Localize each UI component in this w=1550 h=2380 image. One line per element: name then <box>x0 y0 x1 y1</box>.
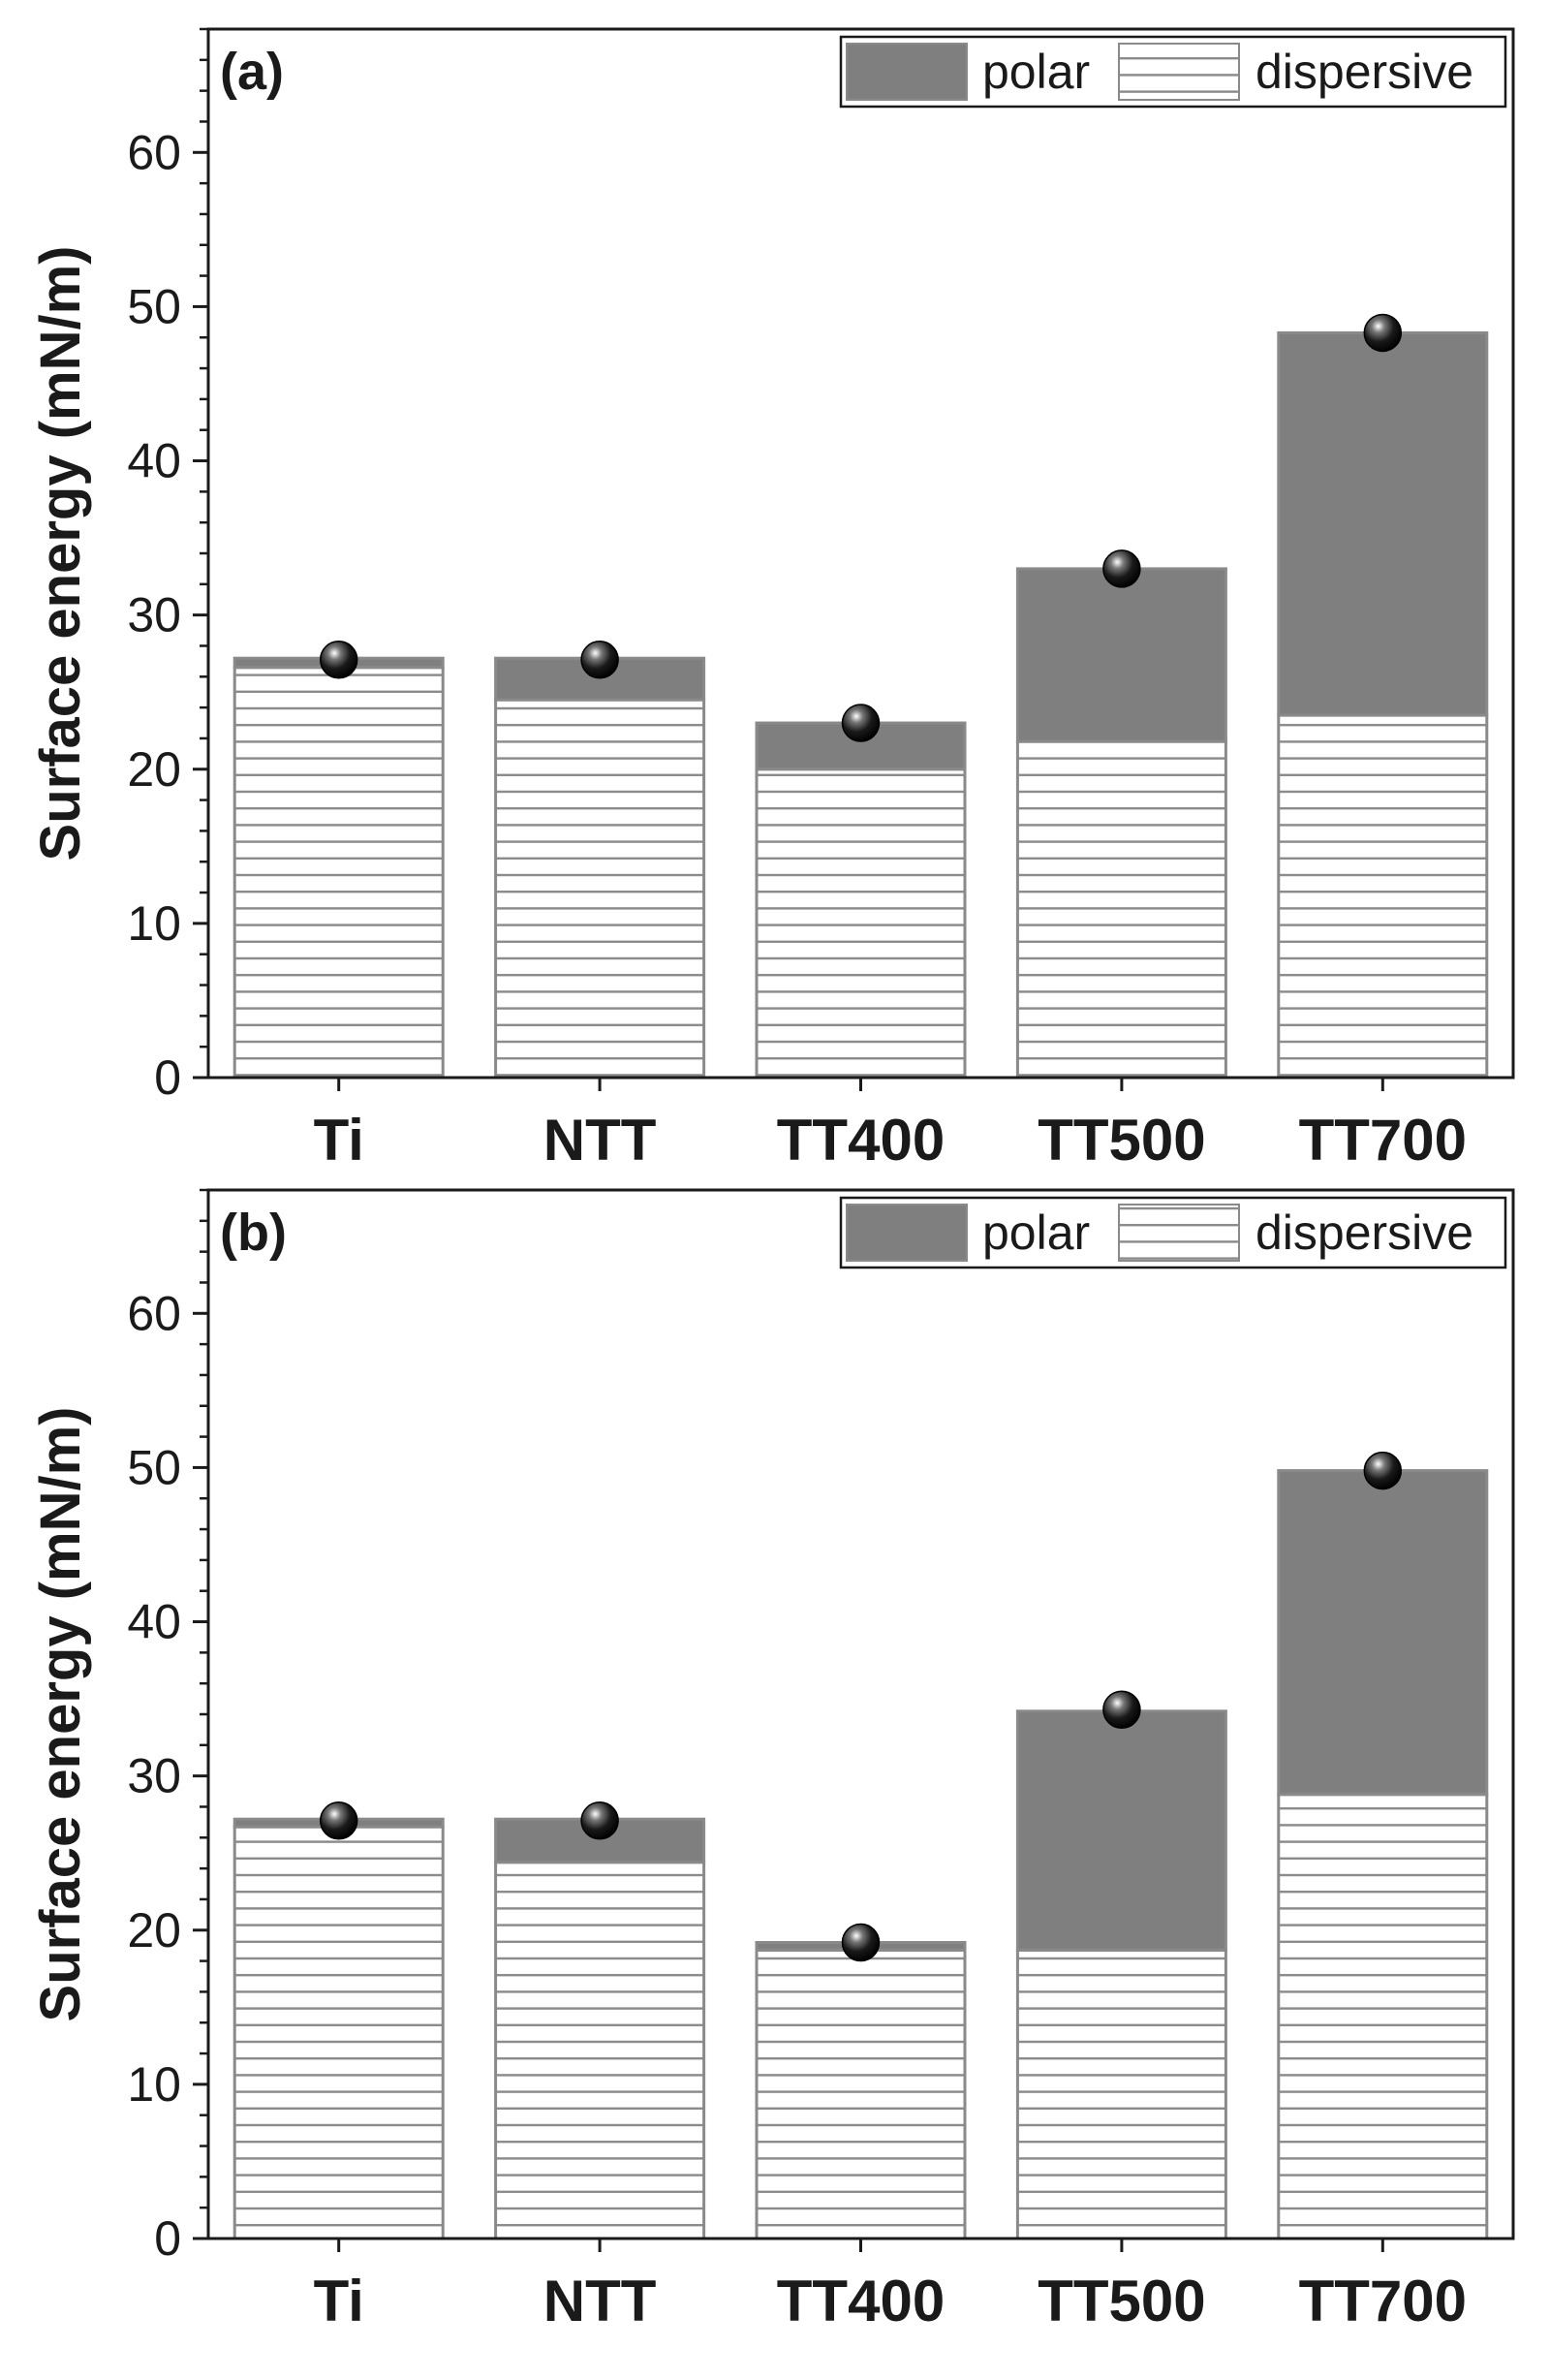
panel-label: (b) <box>220 1204 287 1262</box>
y-tick-label: 20 <box>127 742 181 797</box>
bar-polar <box>1277 330 1489 717</box>
y-tick-label: 60 <box>127 125 181 179</box>
bar-dispersive <box>232 666 445 1080</box>
total-marker <box>1363 313 1403 353</box>
x-tick-label: Ti <box>314 1108 364 1173</box>
x-tick-label: TT500 <box>1038 2269 1205 2333</box>
legend-swatch-dispersive <box>1118 43 1240 101</box>
bar-dispersive <box>494 698 706 1080</box>
total-marker <box>580 641 619 679</box>
x-tick-label: TT400 <box>777 2269 945 2333</box>
total-marker <box>580 1801 619 1840</box>
total-marker <box>841 1923 881 1962</box>
y-tick-label: 60 <box>127 1286 181 1340</box>
y-tick-label: 0 <box>154 2211 181 2266</box>
x-tick-label: Ti <box>314 2269 364 2333</box>
bar-dispersive <box>494 1861 706 2240</box>
y-tick-label: 40 <box>127 1595 181 1649</box>
legend-label-polar: polar <box>982 1206 1090 1260</box>
legend: polar dispersive <box>839 1196 1507 1269</box>
total-marker <box>1102 549 1141 588</box>
bar-dispersive <box>755 767 967 1080</box>
bar-dispersive <box>755 1948 967 2240</box>
y-tick-label: 30 <box>127 1749 181 1803</box>
y-tick-label: 10 <box>127 2057 181 2112</box>
x-tick-label: TT400 <box>777 1108 945 1173</box>
panel-label: (a) <box>220 43 284 101</box>
legend-label-dispersive: dispersive <box>1256 45 1473 99</box>
legend-swatch-polar <box>846 43 968 101</box>
y-tick-label: 40 <box>127 434 181 488</box>
y-tick-label: 50 <box>127 279 181 333</box>
bar-dispersive <box>232 1825 445 2240</box>
y-axis-title: Surface energy (mN/m) <box>29 1407 92 2022</box>
legend-swatch-polar <box>846 1204 968 1262</box>
bar-polar <box>1277 1469 1489 1797</box>
bar-dispersive <box>1277 713 1489 1080</box>
total-marker <box>319 641 358 679</box>
y-tick-label: 50 <box>127 1440 181 1494</box>
x-tick-label: TT700 <box>1299 2269 1467 2333</box>
total-marker <box>841 704 881 742</box>
total-marker <box>1363 1451 1403 1490</box>
x-tick-label: TT700 <box>1299 1108 1467 1173</box>
panel-b: 0 10 20 30 40 50 60 Ti NTT TT400 TT500 TT700 Surface… <box>29 1188 1515 2333</box>
legend-label-dispersive: dispersive <box>1256 1206 1473 1260</box>
y-tick-label: 20 <box>127 1903 181 1957</box>
bar-dispersive <box>1015 739 1227 1080</box>
panel-a: 0 10 20 30 40 50 60 Ti NTT TT400 TT500 TT700 Surface… <box>29 27 1515 1173</box>
y-axis-title: Surface energy (mN/m) <box>29 246 92 861</box>
x-tick-label: TT500 <box>1038 1108 1205 1173</box>
bar-polar <box>1015 1709 1227 1952</box>
bar-dispersive <box>1015 1948 1227 2240</box>
total-marker <box>319 1801 358 1840</box>
y-tick-label: 0 <box>154 1050 181 1105</box>
legend: polar dispersive <box>839 35 1507 109</box>
x-tick-label: NTT <box>543 1108 657 1173</box>
y-tick-label: 30 <box>127 588 181 642</box>
bar-dispersive <box>1277 1793 1489 2240</box>
x-tick-label: NTT <box>543 2269 657 2333</box>
y-tick-label: 10 <box>127 896 181 951</box>
bar-polar <box>1015 567 1227 743</box>
legend-label-polar: polar <box>982 45 1090 99</box>
legend-swatch-dispersive <box>1118 1204 1240 1262</box>
total-marker <box>1102 1690 1141 1729</box>
